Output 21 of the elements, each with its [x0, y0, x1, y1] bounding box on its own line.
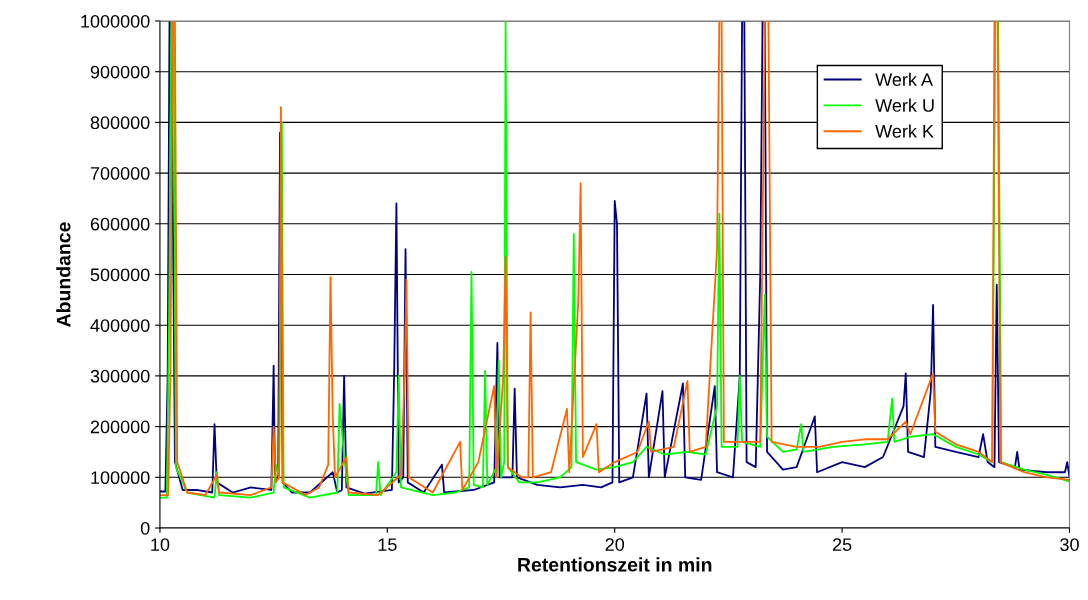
y-tick-label: 700000 — [90, 167, 150, 180]
y-tick-label: 500000 — [90, 268, 150, 282]
y-tick-label: 300000 — [90, 369, 150, 383]
x-tick-label: 30 — [1060, 538, 1079, 551]
y-tick-label: 600000 — [90, 217, 150, 231]
y-tick-label: 1000000 — [81, 14, 150, 28]
y-tick-label: 0 — [140, 521, 150, 535]
y-tick-label: 900000 — [90, 65, 150, 79]
x-tick-label: 15 — [378, 538, 397, 551]
y-tick-label: 400000 — [90, 319, 150, 332]
x-tick-label: 10 — [151, 538, 170, 551]
y-tick-label: 100000 — [91, 471, 150, 485]
x-axis-title: Retentionszeit in min — [518, 557, 712, 572]
y-tick-label: 200000 — [90, 420, 150, 434]
y-tick-label: 800000 — [90, 116, 150, 130]
legend-label: Werk U — [875, 98, 934, 112]
x-tick-label: 20 — [605, 538, 625, 551]
legend-label: Werk K — [875, 124, 934, 138]
x-tick-label: 25 — [832, 538, 852, 551]
y-axis-title: Abundance — [56, 222, 71, 327]
legend-label: Werk A — [875, 72, 933, 86]
